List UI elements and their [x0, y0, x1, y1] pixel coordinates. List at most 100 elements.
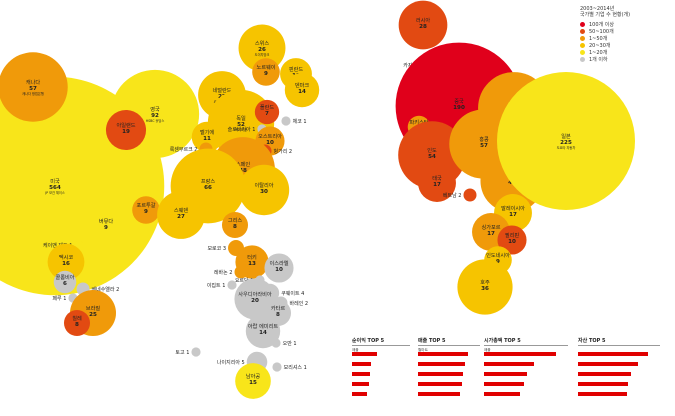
- bubble-circle: [234, 278, 276, 320]
- bubble-label-with-value: 슬로바키아 1: [228, 126, 256, 133]
- legend-item: 100개 이상: [580, 21, 672, 28]
- legend-swatch: [580, 22, 585, 27]
- ranking-row: [484, 388, 568, 398]
- bubble-label: 스페인: [236, 160, 251, 168]
- ranking-bar: [418, 372, 463, 376]
- legend-item: 1~50개: [580, 35, 672, 42]
- bubble-value: 19: [122, 129, 130, 135]
- bubble-label: 필리핀: [505, 231, 520, 239]
- bubble-label-with-value: 베네수엘라 2: [92, 286, 120, 293]
- bubble-label: 스웨덴: [174, 206, 189, 214]
- ranking-panel: 시가총액 TOP 5 애플: [484, 337, 568, 398]
- bubble-이집트: 이집트 1: [207, 280, 237, 290]
- bubble-label-with-value: 나이지리아 5: [217, 359, 245, 366]
- bubble-value: 30: [260, 189, 268, 195]
- ranking-title: 순이익 TOP 5: [352, 337, 410, 346]
- legend-title-line-1: 2003~2014년: [580, 6, 615, 12]
- bubble-label: 벨기에: [200, 128, 215, 136]
- legend-swatch: [580, 50, 585, 55]
- bubble-value: 14: [259, 330, 267, 336]
- ranking-row: [418, 368, 480, 378]
- bubble-value: 25: [89, 312, 97, 318]
- bubble-circle: [234, 265, 248, 279]
- ranking-bar: [418, 382, 462, 386]
- bubble-label-with-value: 오만 1: [283, 340, 297, 347]
- ranking-row: 애플: [484, 348, 568, 358]
- bubble-circle: [245, 313, 281, 349]
- bubble-circle: [238, 164, 290, 216]
- bubble-circle: [252, 58, 280, 86]
- bubble-label: 호주: [480, 279, 490, 286]
- ranking-row: [418, 388, 480, 398]
- ranking-row: 애플: [352, 348, 410, 358]
- bubble-value: 9: [496, 259, 500, 265]
- bubble-value: 10: [275, 267, 283, 273]
- bubble-circle: [191, 121, 223, 153]
- bubble-label-with-value: 룩셈부르크 2: [170, 146, 198, 153]
- bubble-sublabel: 도요타 자동차: [557, 145, 576, 150]
- bubble-토고: 토고 1: [175, 347, 201, 357]
- ranking-row: [418, 358, 480, 368]
- bubble-value: 6: [63, 281, 67, 287]
- ranking-row: [418, 378, 480, 388]
- bubble-label-with-value: 케이맨 제도 1: [43, 242, 72, 249]
- legend-swatch: [580, 43, 585, 48]
- bubble-label: 오스트리아: [258, 132, 282, 140]
- bubble-label: 캐나다: [26, 78, 41, 86]
- ranking-row: [484, 368, 568, 378]
- bubble-레바논: 레바논 2: [214, 265, 248, 279]
- bubble-label-with-value: 토고 1: [175, 350, 189, 356]
- bubble-circle: [53, 270, 77, 294]
- bubble-label: 홍콩: [479, 135, 489, 143]
- bubble-label: 프랑스: [201, 178, 216, 185]
- bubble-label: 그리스: [228, 216, 243, 224]
- bubble-value: 225: [560, 140, 572, 146]
- bubble-circle: [271, 338, 281, 348]
- bubble-circle: [284, 72, 320, 108]
- bubble-value: 14: [298, 89, 306, 95]
- bubble-label: 아일랜드: [116, 121, 135, 129]
- bubble-value: 17: [509, 212, 517, 218]
- bubble-value: 7: [265, 111, 269, 117]
- bubble-circle: [418, 164, 456, 202]
- bubble-label: 싱가포르: [481, 223, 500, 231]
- ranking-bar: [484, 372, 528, 376]
- bubble-value: 48: [239, 168, 247, 174]
- ranking-title: 시가총액 TOP 5: [484, 337, 568, 346]
- bubble-value: 20: [251, 298, 259, 304]
- ranking-bar: [578, 362, 639, 366]
- bubble-value: 13: [248, 261, 256, 267]
- bubble-circle: [457, 259, 513, 315]
- bubble-label-with-value: 모리셔스 1: [284, 364, 307, 371]
- ranking-bar: [578, 352, 648, 356]
- ranking-row: [578, 358, 660, 368]
- bubble-label-with-value: 바레인 2: [290, 300, 309, 307]
- bubble-circle: [132, 196, 160, 224]
- bubble-value: 8: [276, 312, 280, 318]
- ranking-panel: 매출 TOP 5 월마트: [418, 337, 480, 398]
- bubble-value: 27: [177, 214, 185, 220]
- ranking-title: 자산 TOP 5: [578, 337, 660, 346]
- bubble-label: 이탈리아: [254, 181, 273, 189]
- bubble-label: 파키스탄: [409, 118, 428, 126]
- ranking-bar: [484, 382, 524, 386]
- bubble-label: 스위스: [255, 39, 270, 47]
- bubble-label-with-value: 페루 1: [52, 295, 66, 302]
- bubble-circle: [0, 52, 68, 122]
